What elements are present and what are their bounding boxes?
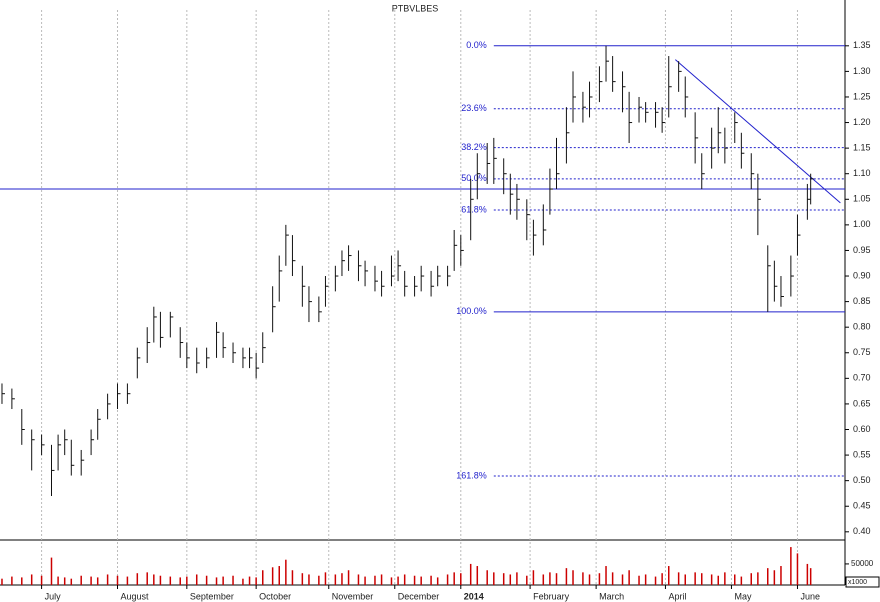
unit-box [845, 576, 880, 588]
x-tick-label: August [121, 591, 150, 601]
fib-label: 50.0% [461, 173, 487, 183]
y-tick-label: 1.15 [853, 143, 871, 153]
y-tick-label: 1.20 [853, 117, 871, 127]
y-tick-label: 1.35 [853, 40, 871, 50]
y-tick-label: 0.40 [853, 526, 871, 536]
volume-unit: x1000 [848, 579, 867, 586]
y-tick-label: 0.75 [853, 347, 871, 357]
y-tick-label: 0.55 [853, 449, 871, 459]
x-tick-label: 2014 [464, 591, 484, 601]
x-tick-label: November [332, 591, 374, 601]
y-tick-label: 1.25 [853, 91, 871, 101]
y-tick-label: 0.95 [853, 245, 871, 255]
x-tick-label: April [668, 591, 686, 601]
y-tick-label: 0.50 [853, 475, 871, 485]
fib-label: 161.8% [456, 470, 487, 480]
x-tick-label: July [45, 591, 62, 601]
x-tick-label: March [599, 591, 624, 601]
fib-label: 0.0% [466, 40, 487, 50]
x-tick-label: December [398, 591, 440, 601]
y-tick-label: 0.60 [853, 424, 871, 434]
y-tick-label: 0.45 [853, 501, 871, 511]
y-tick-label: 0.90 [853, 270, 871, 280]
y-tick-label: 1.05 [853, 194, 871, 204]
fib-label: 61.8% [461, 204, 487, 214]
y-tick-label: 50000 [851, 559, 874, 568]
y-tick-label: 0.80 [853, 322, 871, 332]
y-tick-label: 1.30 [853, 66, 871, 76]
fib-label: 100.0% [456, 306, 487, 316]
y-tick-label: 1.10 [853, 168, 871, 178]
chart-title: PTBVLBES [392, 3, 439, 13]
x-tick-label: May [734, 591, 752, 601]
y-tick-label: 0.65 [853, 398, 871, 408]
fib-label: 23.6% [461, 103, 487, 113]
x-tick-label: February [533, 591, 570, 601]
y-tick-label: 1.00 [853, 219, 871, 229]
y-tick-label: 0.70 [853, 373, 871, 383]
y-tick-label: 0.85 [853, 296, 871, 306]
x-tick-label: October [259, 591, 291, 601]
fib-label: 38.2% [461, 142, 487, 152]
x-tick-label: September [190, 591, 234, 601]
x-tick-label: June [800, 591, 820, 601]
